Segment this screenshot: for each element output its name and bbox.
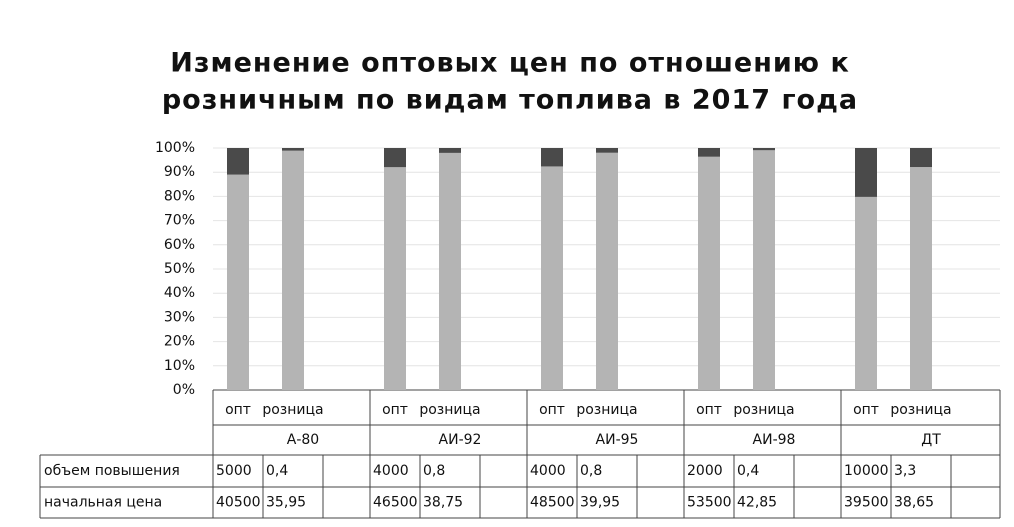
bar-segment xyxy=(541,166,563,390)
x-tick-label: опт xyxy=(382,402,408,418)
table-value: 5000 xyxy=(216,463,252,479)
bar-segment xyxy=(384,167,406,390)
table-value: 35,95 xyxy=(266,495,306,511)
chart-title: Изменение оптовых цен по отношению к xyxy=(170,48,850,79)
table-value: 39500 xyxy=(844,495,889,511)
group-label: АИ-98 xyxy=(753,432,796,448)
table-value: 3,3 xyxy=(894,463,916,479)
bar-segment xyxy=(596,148,618,153)
x-tick-label: розница xyxy=(890,402,951,418)
bar-segment xyxy=(282,150,304,390)
table-value: 40500 xyxy=(216,495,261,511)
bar-segment xyxy=(384,148,406,168)
bar-segment xyxy=(698,148,720,157)
x-tick-label: опт xyxy=(539,402,565,418)
bar-segment xyxy=(855,148,877,197)
table-value: 10000 xyxy=(844,463,889,479)
x-tick-label: розница xyxy=(733,402,794,418)
x-tick-label: опт xyxy=(853,402,879,418)
group-label: АИ-95 xyxy=(596,432,639,448)
table-value: 4000 xyxy=(530,463,566,479)
table-value: 0,4 xyxy=(737,463,759,479)
table-value: 38,65 xyxy=(894,495,934,511)
table-value: 4000 xyxy=(373,463,409,479)
table-value: 0,8 xyxy=(580,463,602,479)
y-tick-label: 50% xyxy=(164,261,195,277)
table-value: 0,4 xyxy=(266,463,288,479)
x-tick-label: розница xyxy=(262,402,323,418)
bar-segment xyxy=(439,148,461,153)
y-tick-label: 20% xyxy=(164,334,195,350)
x-tick-label: опт xyxy=(696,402,722,418)
bar-segment xyxy=(596,152,618,390)
y-tick-label: 0% xyxy=(173,382,195,398)
x-tick-label: розница xyxy=(419,402,480,418)
row-label: объем повышения xyxy=(44,463,180,479)
table-value: 42,85 xyxy=(737,495,777,511)
bar-segment xyxy=(227,174,249,390)
table-value: 0,8 xyxy=(423,463,445,479)
table-value: 39,95 xyxy=(580,495,620,511)
bar-segment xyxy=(855,196,877,390)
table-value: 53500 xyxy=(687,495,732,511)
table-value: 46500 xyxy=(373,495,418,511)
group-label: А-80 xyxy=(287,432,319,448)
table-value: 48500 xyxy=(530,495,575,511)
bar-segment xyxy=(910,148,932,168)
y-tick-label: 40% xyxy=(164,285,195,301)
bar-segment xyxy=(698,156,720,390)
table-value: 2000 xyxy=(687,463,723,479)
group-label: АИ-92 xyxy=(439,432,482,448)
bar-segment xyxy=(753,150,775,390)
y-tick-label: 10% xyxy=(164,358,195,374)
y-tick-label: 90% xyxy=(164,164,195,180)
bar-segment xyxy=(439,152,461,390)
x-tick-label: розница xyxy=(576,402,637,418)
chart-title: розничным по видам топлива в 2017 года xyxy=(162,85,858,116)
y-tick-label: 100% xyxy=(155,140,195,156)
bar-segment xyxy=(753,148,775,151)
x-tick-label: опт xyxy=(225,402,251,418)
group-label: ДТ xyxy=(921,432,941,448)
row-label: начальная цена xyxy=(44,495,162,511)
bar-segment xyxy=(282,148,304,151)
y-tick-label: 30% xyxy=(164,309,195,325)
y-tick-label: 60% xyxy=(164,237,195,253)
y-tick-label: 80% xyxy=(164,188,195,204)
bar-segment xyxy=(227,148,249,175)
bar-segment xyxy=(541,148,563,167)
y-tick-label: 70% xyxy=(164,213,195,229)
bar-segment xyxy=(910,167,932,390)
table-value: 38,75 xyxy=(423,495,463,511)
